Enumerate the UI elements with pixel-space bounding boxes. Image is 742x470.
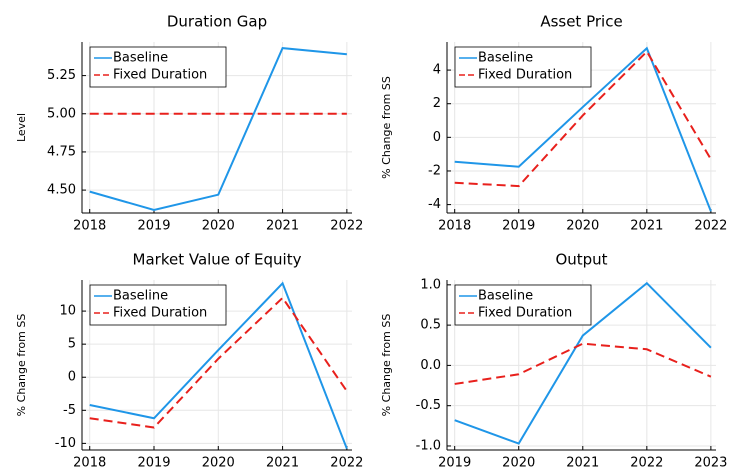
x-tick-label: 2018 — [73, 219, 106, 234]
y-tick-label: 4.50 — [47, 183, 76, 198]
series-line — [89, 281, 348, 450]
y-tick-label: 0 — [433, 130, 441, 145]
y-axis-label: % Change from SS — [15, 314, 28, 417]
y-axis-label: % Change from SS — [380, 76, 393, 179]
legend-label: Fixed Duration — [113, 68, 207, 83]
y-tick-label: 10 — [59, 304, 76, 319]
y-axis-label: % Change from SS — [380, 314, 393, 417]
y-axis-label: Level — [15, 113, 28, 142]
x-tick-label: 2019 — [502, 219, 535, 234]
y-tick-label: -5 — [63, 403, 76, 418]
legend-label: Baseline — [478, 51, 533, 66]
x-tick-label: 2022 — [330, 456, 363, 470]
legend-box — [454, 284, 592, 326]
y-tick-label: 2 — [433, 96, 441, 111]
subplot: Asset Price % Change from SS -4 -2 0 2 4 2018 20… — [380, 13, 727, 234]
series-line — [454, 46, 712, 212]
subplot-title: Duration Gap — [167, 13, 267, 31]
y-tick-label: 0 — [68, 370, 76, 385]
y-tick-label: 5.25 — [47, 68, 76, 83]
subplot-title: Asset Price — [540, 13, 622, 31]
y-tick-label: -4 — [428, 197, 441, 212]
y-tick-label: 4 — [433, 63, 441, 78]
x-tick-label: 2019 — [438, 456, 471, 470]
x-tick-label: 2021 — [266, 456, 299, 470]
x-tick-label: 2019 — [137, 219, 170, 234]
x-tick-label: 2019 — [137, 456, 170, 470]
series-line — [454, 281, 712, 445]
series-line — [89, 47, 347, 211]
x-tick-label: 2022 — [694, 219, 727, 234]
x-tick-label: 2018 — [73, 456, 106, 470]
x-tick-label: 2021 — [630, 219, 663, 234]
legend-label: Fixed Duration — [478, 306, 572, 321]
x-tick-label: 2022 — [630, 456, 663, 470]
subplot: Output % Change from SS -1.0 -0.5 0.0 0.5 1.0 2… — [380, 251, 727, 470]
x-tick-label: 2018 — [438, 219, 471, 234]
y-tick-label: 1.0 — [420, 277, 441, 292]
series-line — [454, 49, 712, 188]
legend-label: Fixed Duration — [478, 68, 572, 83]
subplot: Duration Gap Level 4.50 4.75 5.00 5.25 2018 201… — [15, 13, 363, 234]
y-tick-label: -0.5 — [416, 398, 441, 413]
x-tick-label: 2020 — [202, 456, 235, 470]
y-tick-label: 0.0 — [420, 358, 441, 373]
legend-label: Baseline — [113, 289, 168, 304]
y-tick-label: -2 — [428, 163, 441, 178]
y-tick-label: 5.00 — [47, 106, 76, 121]
legend-box — [454, 46, 592, 88]
legend-box — [89, 46, 227, 88]
x-tick-label: 2020 — [566, 219, 599, 234]
x-tick-label: 2021 — [266, 219, 299, 234]
legend-label: Baseline — [478, 289, 533, 304]
subplot: Market Value of Equity % Change from SS -1… — [15, 251, 363, 470]
subplot-title: Market Value of Equity — [133, 251, 302, 269]
y-tick-label: -1.0 — [416, 438, 441, 453]
legend-label: Fixed Duration — [113, 306, 207, 321]
y-tick-label: 0.5 — [420, 318, 441, 333]
legend-label: Baseline — [113, 51, 168, 66]
x-tick-label: 2020 — [202, 219, 235, 234]
legend-box — [89, 284, 227, 326]
y-tick-label: -10 — [55, 436, 76, 451]
y-tick-label: 4.75 — [47, 144, 76, 159]
subplot-title: Output — [555, 251, 607, 269]
x-tick-label: 2022 — [330, 219, 363, 234]
x-tick-label: 2020 — [502, 456, 535, 470]
series-line — [454, 342, 712, 385]
x-tick-label: 2021 — [566, 456, 599, 470]
series-line — [89, 296, 348, 429]
y-tick-label: 5 — [68, 337, 76, 352]
x-tick-label: 2023 — [694, 456, 727, 470]
